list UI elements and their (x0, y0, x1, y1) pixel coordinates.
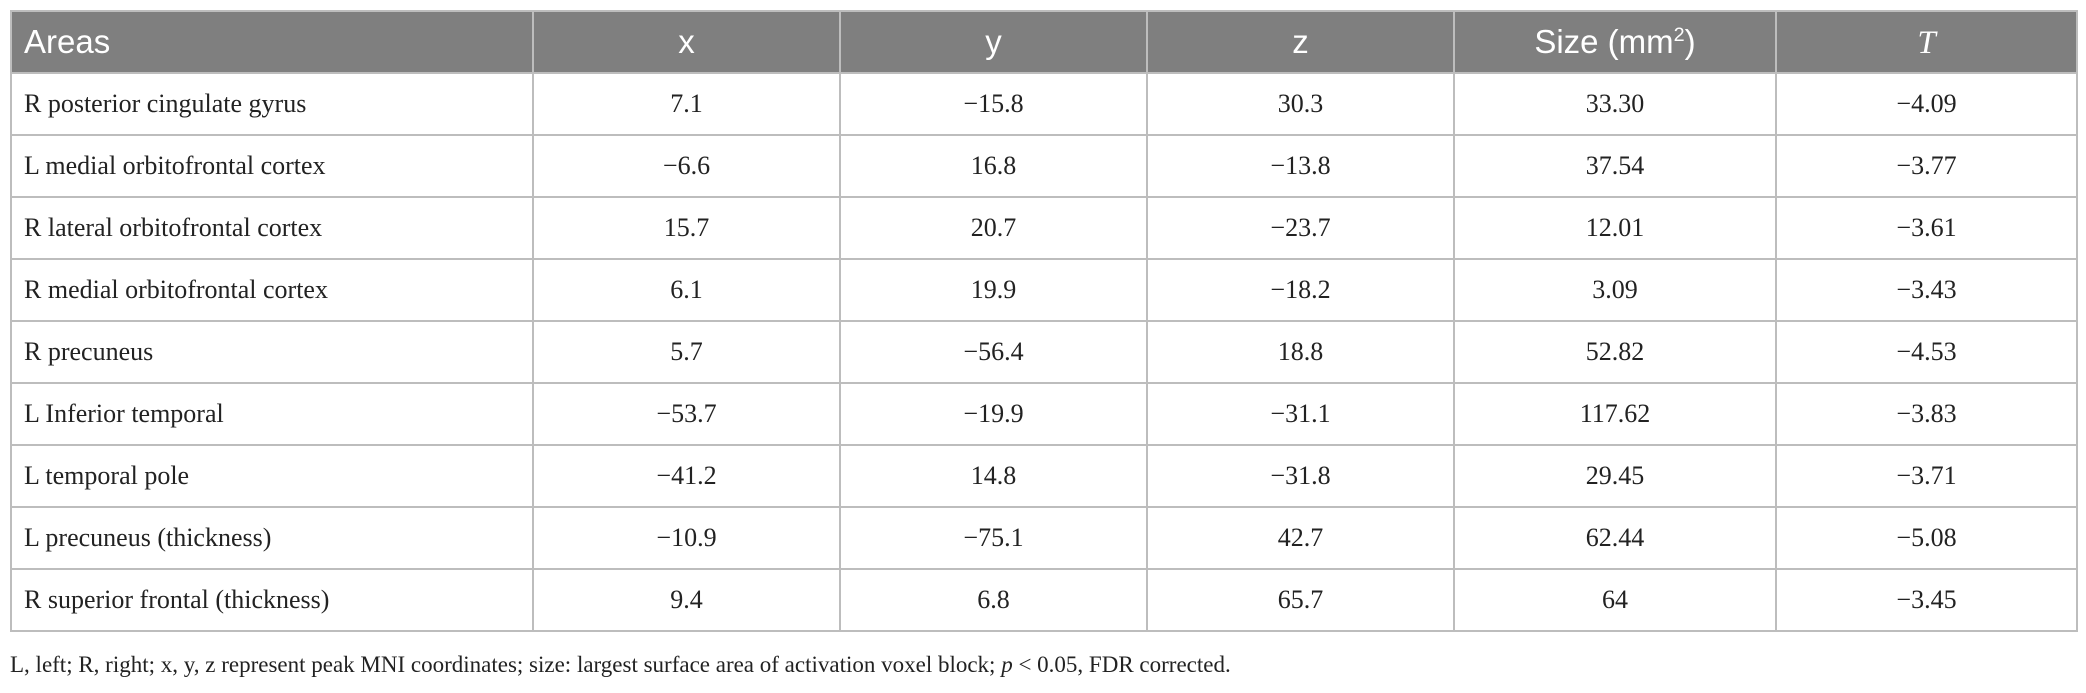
cell-z: −31.1 (1146, 382, 1455, 446)
cell-size: 37.54 (1453, 134, 1777, 198)
cell-t: −3.45 (1775, 568, 2078, 632)
cell-size: 3.09 (1453, 258, 1777, 322)
cell-t: −3.83 (1775, 382, 2078, 446)
cell-area: R superior frontal (thickness) (10, 568, 534, 632)
cell-x: −6.6 (532, 134, 841, 198)
cell-z: 18.8 (1146, 320, 1455, 384)
cell-z: 65.7 (1146, 568, 1455, 632)
cell-t: −3.71 (1775, 444, 2078, 508)
cell-area: R lateral orbitofrontal cortex (10, 196, 534, 260)
cell-t: −5.08 (1775, 506, 2078, 570)
cell-y: −15.8 (839, 72, 1148, 136)
table-row: R precuneus 5.7 −56.4 18.8 52.82 −4.53 (10, 320, 2078, 384)
cell-y: 20.7 (839, 196, 1148, 260)
cell-x: −10.9 (532, 506, 841, 570)
cell-z: −31.8 (1146, 444, 1455, 508)
cell-x: 15.7 (532, 196, 841, 260)
table-row: R medial orbitofrontal cortex 6.1 19.9 −… (10, 258, 2078, 322)
cell-size: 33.30 (1453, 72, 1777, 136)
cell-x: 9.4 (532, 568, 841, 632)
cell-t: −3.77 (1775, 134, 2078, 198)
table-row: L medial orbitofrontal cortex −6.6 16.8 … (10, 134, 2078, 198)
cell-size: 117.62 (1453, 382, 1777, 446)
header-size-superscript: 2 (1673, 24, 1685, 46)
cell-z: 30.3 (1146, 72, 1455, 136)
header-y: y (839, 10, 1148, 74)
cell-size: 62.44 (1453, 506, 1777, 570)
header-size-close: ) (1684, 23, 1696, 60)
table-row: R posterior cingulate gyrus 7.1 −15.8 30… (10, 72, 2078, 136)
footnote-p-variable: p (1001, 652, 1013, 677)
cell-z: −18.2 (1146, 258, 1455, 322)
footnote-text-before: L, left; R, right; x, y, z represent pea… (10, 652, 1002, 677)
results-table-container: Areas x y z Size (mm2) T R posterior cin… (10, 10, 2078, 632)
cell-t: −4.53 (1775, 320, 2078, 384)
cell-x: 6.1 (532, 258, 841, 322)
cell-t: −3.43 (1775, 258, 2078, 322)
header-t-label: T (1917, 24, 1936, 61)
cell-z: −13.8 (1146, 134, 1455, 198)
header-row: Areas x y z Size (mm2) T (10, 10, 2078, 74)
table-row: L temporal pole −41.2 14.8 −31.8 29.45 −… (10, 444, 2078, 508)
header-size: Size (mm2) (1453, 10, 1777, 74)
cell-area: L medial orbitofrontal cortex (10, 134, 534, 198)
table-row: R lateral orbitofrontal cortex 15.7 20.7… (10, 196, 2078, 260)
cell-area: R medial orbitofrontal cortex (10, 258, 534, 322)
table-body: R posterior cingulate gyrus 7.1 −15.8 30… (10, 72, 2078, 632)
cell-x: −53.7 (532, 382, 841, 446)
cell-area: L Inferior temporal (10, 382, 534, 446)
cell-y: −56.4 (839, 320, 1148, 384)
cell-z: 42.7 (1146, 506, 1455, 570)
cell-size: 64 (1453, 568, 1777, 632)
cell-t: −3.61 (1775, 196, 2078, 260)
cell-area: R precuneus (10, 320, 534, 384)
cell-t: −4.09 (1775, 72, 2078, 136)
header-areas: Areas (10, 10, 534, 74)
cell-area: L temporal pole (10, 444, 534, 508)
table-footnote: L, left; R, right; x, y, z represent pea… (10, 652, 1231, 678)
table-row: L precuneus (thickness) −10.9 −75.1 42.7… (10, 506, 2078, 570)
cell-size: 29.45 (1453, 444, 1777, 508)
cell-area: R posterior cingulate gyrus (10, 72, 534, 136)
table-row: L Inferior temporal −53.7 −19.9 −31.1 11… (10, 382, 2078, 446)
table-row: R superior frontal (thickness) 9.4 6.8 6… (10, 568, 2078, 632)
table-header: Areas x y z Size (mm2) T (10, 10, 2078, 74)
cell-y: 19.9 (839, 258, 1148, 322)
cell-y: −19.9 (839, 382, 1148, 446)
header-t: T (1775, 10, 2078, 74)
cell-y: 14.8 (839, 444, 1148, 508)
results-table: Areas x y z Size (mm2) T R posterior cin… (10, 10, 2078, 632)
header-x: x (532, 10, 841, 74)
cell-z: −23.7 (1146, 196, 1455, 260)
header-size-label: Size (mm (1534, 23, 1674, 60)
footnote-text-after: < 0.05, FDR corrected. (1012, 652, 1231, 677)
cell-size: 12.01 (1453, 196, 1777, 260)
header-z: z (1146, 10, 1455, 74)
cell-y: 16.8 (839, 134, 1148, 198)
cell-y: −75.1 (839, 506, 1148, 570)
cell-size: 52.82 (1453, 320, 1777, 384)
cell-y: 6.8 (839, 568, 1148, 632)
cell-x: 7.1 (532, 72, 841, 136)
cell-area: L precuneus (thickness) (10, 506, 534, 570)
cell-x: 5.7 (532, 320, 841, 384)
cell-x: −41.2 (532, 444, 841, 508)
